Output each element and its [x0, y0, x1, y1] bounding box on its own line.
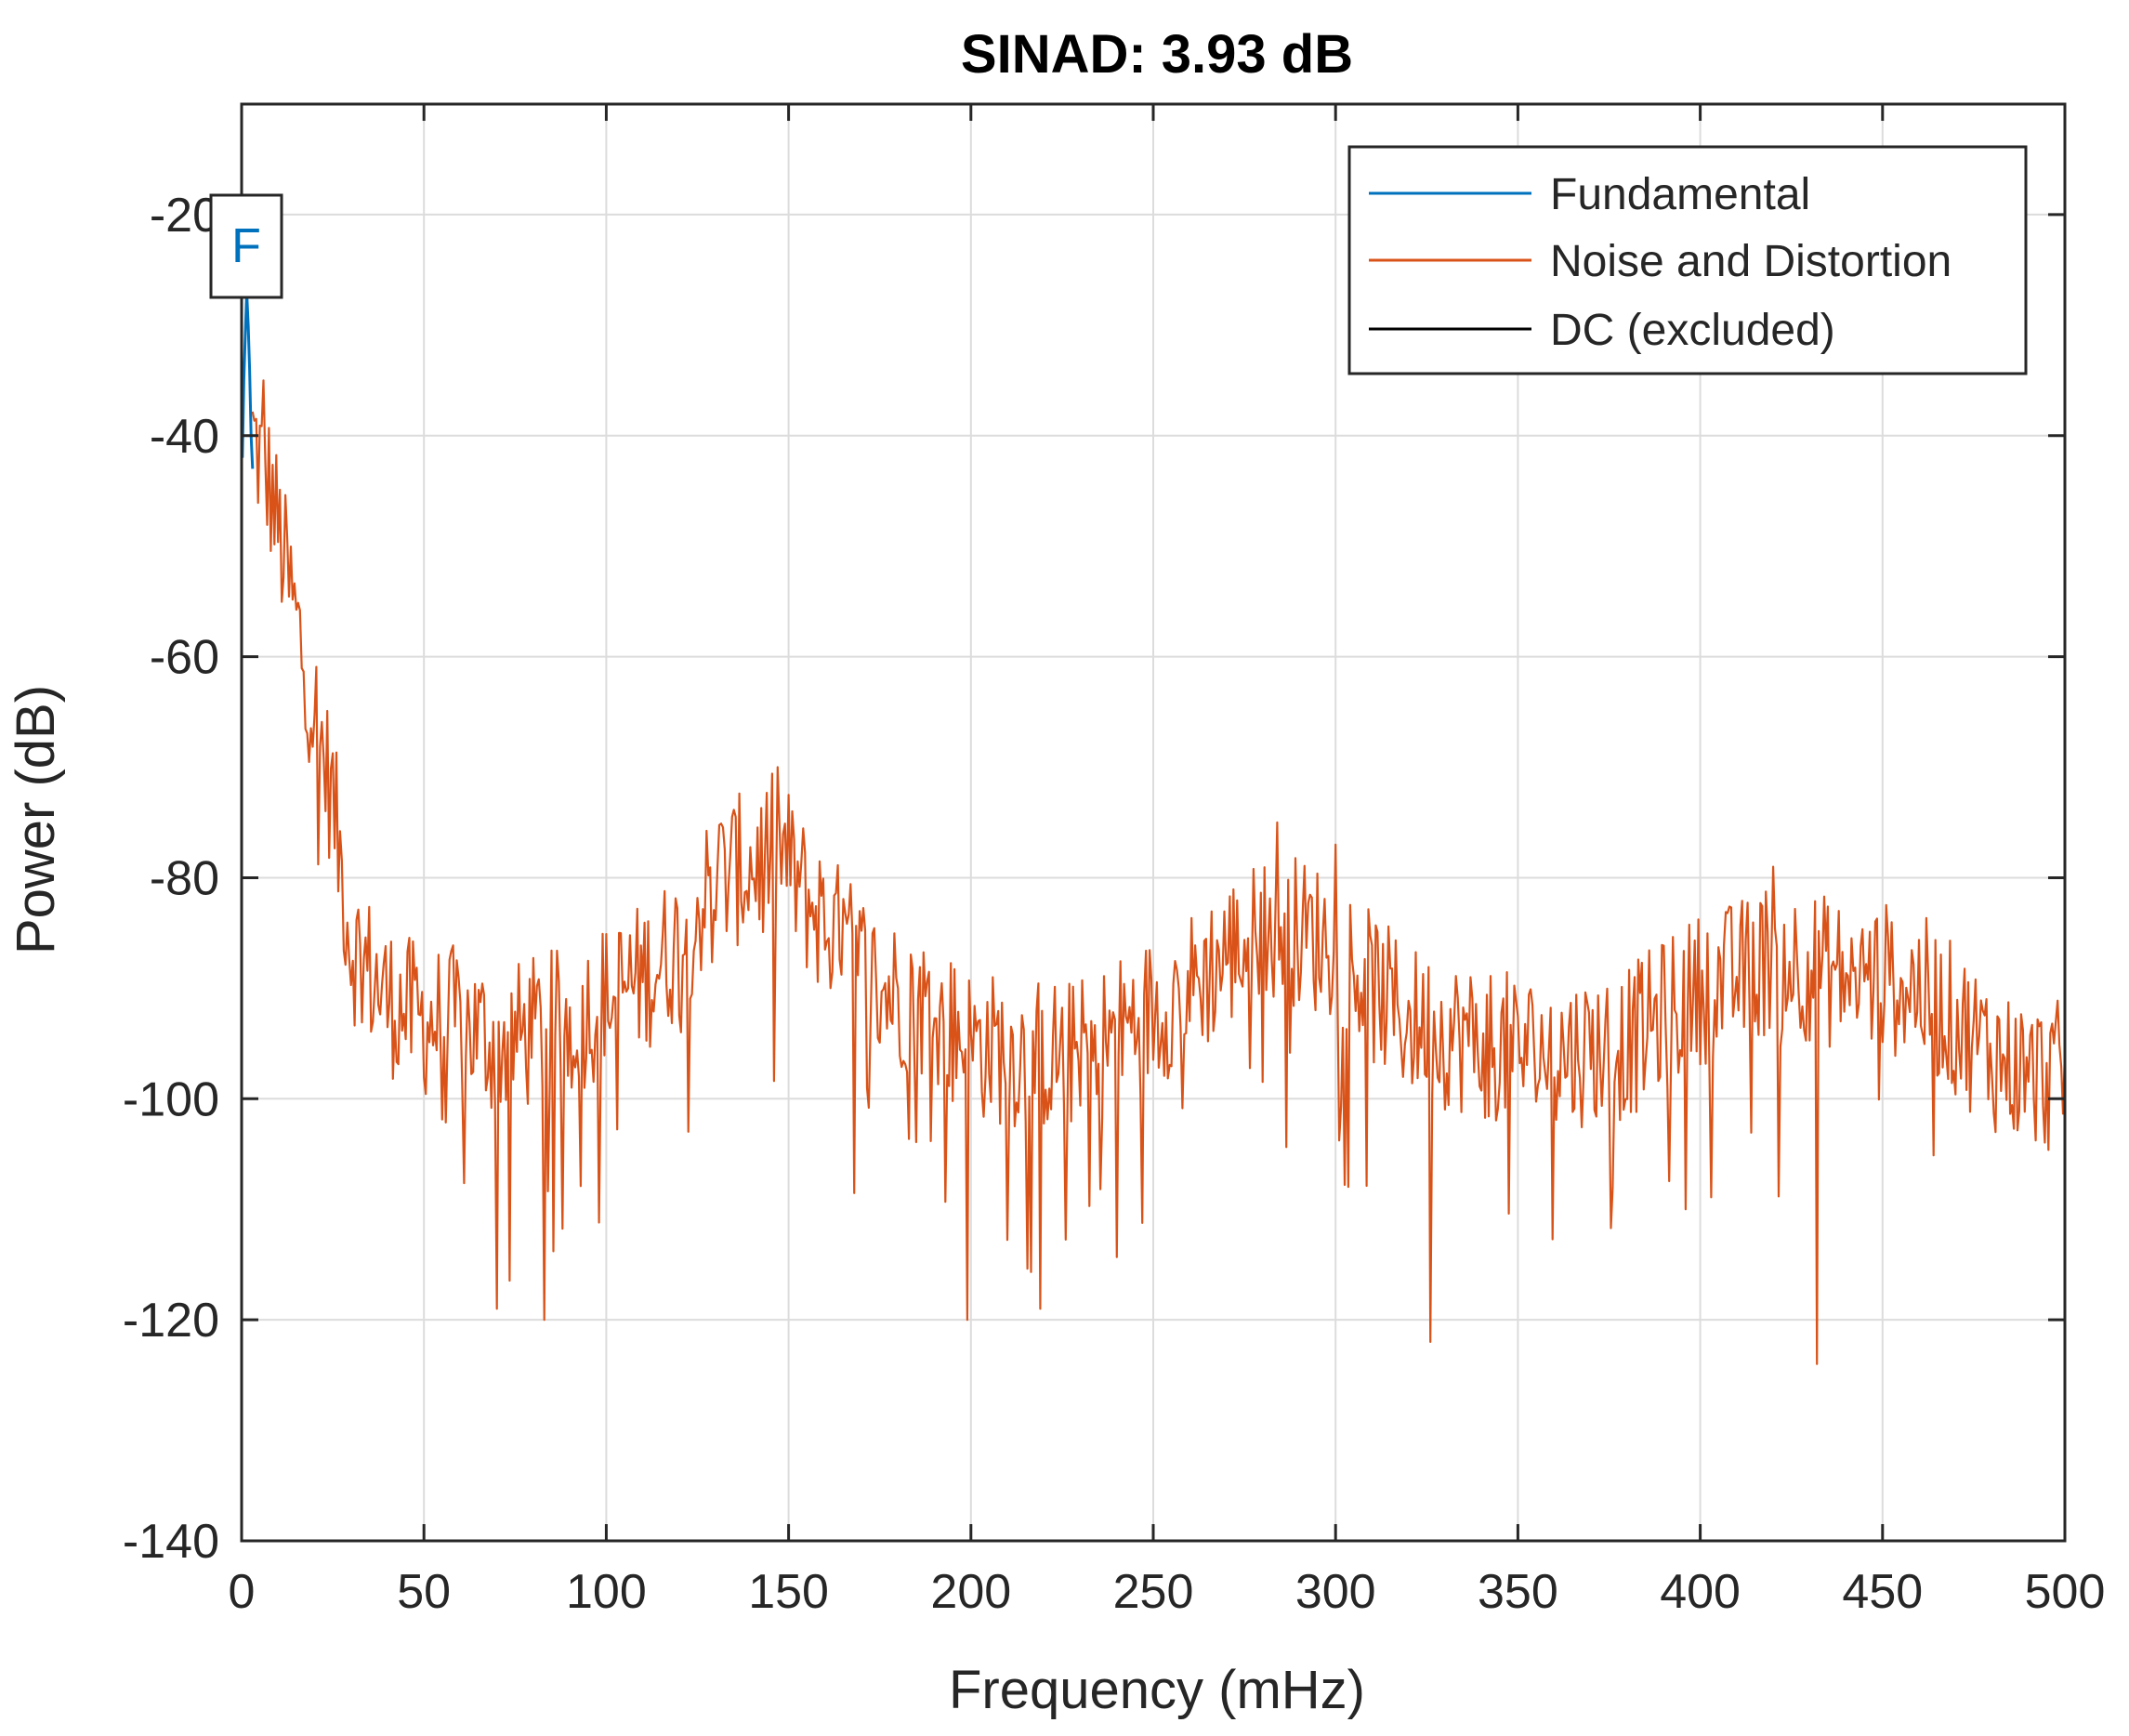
- series-layer: [241, 292, 2067, 1365]
- legend-label-dc: DC (excluded): [1550, 306, 1835, 355]
- legend-label-noise: Noise and Distortion: [1550, 237, 1952, 286]
- x-tick-label: 450: [1842, 1565, 1923, 1619]
- y-axis-label: Power (dB): [6, 685, 66, 954]
- x-tick-label: 500: [2025, 1565, 2106, 1619]
- axes-box: [240, 102, 2067, 1543]
- fundamental-line: [241, 292, 255, 469]
- x-tick-label: 200: [930, 1565, 1011, 1619]
- y-tick-label: -140: [123, 1515, 219, 1569]
- y-tick-label: -40: [150, 410, 219, 464]
- fundamental-marker-label: F: [231, 219, 261, 273]
- x-tick-label: 150: [748, 1565, 829, 1619]
- y-tick-label: -100: [123, 1072, 219, 1126]
- tick-labels: 0 50 100 150 200 250 300 350 400 450 500 -140 -120 -1…: [123, 189, 2105, 1619]
- y-tick-label: -60: [150, 631, 219, 685]
- x-axis-label: Frequency (mHz): [949, 1660, 1365, 1720]
- x-tick-label: 0: [229, 1565, 256, 1619]
- y-tick-label: -20: [150, 189, 219, 243]
- chart-title: SINAD: 3.93 dB: [961, 24, 1353, 85]
- x-tick-label: 50: [397, 1565, 451, 1619]
- x-tick-label: 300: [1295, 1565, 1376, 1619]
- legend-label-fundamental: Fundamental: [1550, 170, 1810, 219]
- x-tick-label: 350: [1478, 1565, 1558, 1619]
- y-tick-label: -120: [123, 1294, 219, 1348]
- y-tick-label: -80: [150, 851, 219, 905]
- axes: [240, 102, 2067, 1543]
- x-tick-label: 400: [1660, 1565, 1741, 1619]
- x-tick-label: 100: [566, 1565, 647, 1619]
- x-tick-label: 250: [1113, 1565, 1194, 1619]
- fundamental-marker-box: [209, 193, 283, 299]
- fundamental-marker: F: [209, 193, 283, 299]
- legend[interactable]: Fundamental Noise and Distortion DC (exc…: [1347, 145, 2028, 375]
- noise-distortion-line: [251, 379, 2067, 1365]
